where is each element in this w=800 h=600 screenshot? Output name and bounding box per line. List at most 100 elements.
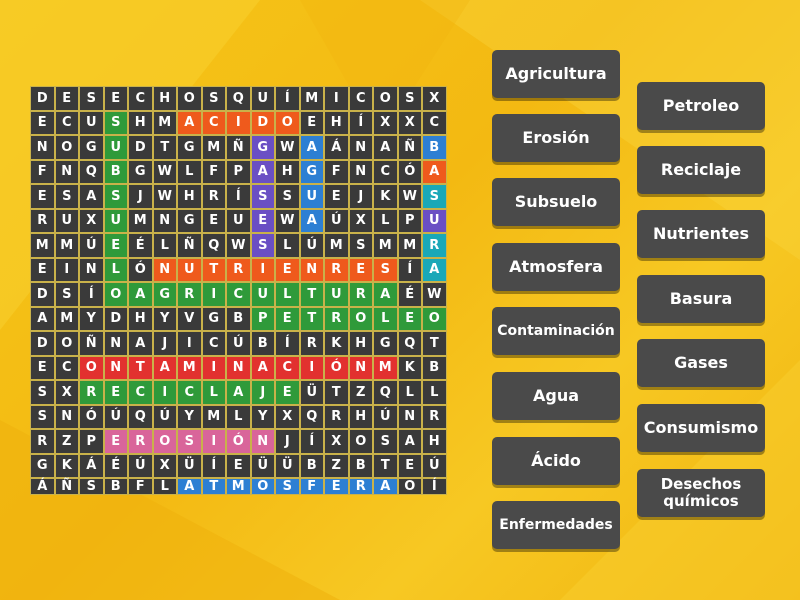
grid-cell[interactable]: O bbox=[422, 306, 447, 331]
grid-cell[interactable]: G bbox=[79, 135, 104, 160]
grid-cell[interactable]: B bbox=[250, 331, 275, 356]
grid-cell[interactable]: I bbox=[201, 429, 226, 454]
grid-cell[interactable]: E bbox=[103, 233, 128, 258]
grid-cell[interactable]: A bbox=[177, 110, 202, 135]
grid-cell[interactable]: C bbox=[201, 331, 226, 356]
grid-cell[interactable]: S bbox=[103, 110, 128, 135]
grid-cell[interactable]: I bbox=[324, 86, 349, 111]
grid-cell[interactable]: R bbox=[348, 478, 373, 495]
grid-cell[interactable]: Ñ bbox=[177, 233, 202, 258]
grid-cell[interactable]: E bbox=[30, 355, 55, 380]
grid-cell[interactable]: Y bbox=[79, 306, 104, 331]
grid-cell[interactable]: K bbox=[54, 453, 79, 478]
grid-cell[interactable]: Ó bbox=[324, 355, 349, 380]
grid-cell[interactable]: F bbox=[30, 159, 55, 184]
grid-cell[interactable]: R bbox=[299, 331, 324, 356]
grid-cell[interactable]: R bbox=[201, 184, 226, 209]
grid-cell[interactable]: C bbox=[128, 380, 153, 405]
grid-cell[interactable]: E bbox=[103, 86, 128, 111]
grid-cell[interactable]: F bbox=[324, 159, 349, 184]
grid-cell[interactable]: A bbox=[299, 208, 324, 233]
grid-cell[interactable]: Ú bbox=[79, 233, 104, 258]
grid-cell[interactable]: Q bbox=[299, 404, 324, 429]
grid-cell[interactable]: H bbox=[128, 306, 153, 331]
grid-cell[interactable]: R bbox=[177, 282, 202, 307]
grid-cell[interactable]: W bbox=[152, 184, 177, 209]
grid-cell[interactable]: Ü bbox=[299, 380, 324, 405]
grid-cell[interactable]: M bbox=[397, 233, 422, 258]
grid-cell[interactable]: I bbox=[54, 257, 79, 282]
grid-cell[interactable]: H bbox=[324, 110, 349, 135]
grid-cell[interactable]: S bbox=[397, 86, 422, 111]
word-contaminacion-button[interactable]: Contaminación bbox=[492, 307, 620, 355]
grid-cell[interactable]: T bbox=[373, 453, 398, 478]
grid-cell[interactable]: B bbox=[422, 355, 447, 380]
grid-cell[interactable]: H bbox=[177, 184, 202, 209]
grid-cell[interactable]: Z bbox=[324, 453, 349, 478]
grid-cell[interactable]: A bbox=[250, 159, 275, 184]
grid-cell[interactable]: T bbox=[201, 257, 226, 282]
grid-cell[interactable]: J bbox=[250, 380, 275, 405]
grid-cell[interactable]: Ó bbox=[128, 257, 153, 282]
grid-cell[interactable]: T bbox=[201, 478, 226, 495]
grid-cell[interactable]: S bbox=[201, 86, 226, 111]
grid-cell[interactable]: X bbox=[79, 208, 104, 233]
grid-cell[interactable]: Ü bbox=[177, 453, 202, 478]
grid-cell[interactable]: E bbox=[30, 184, 55, 209]
word-petroleo-button[interactable]: Petroleo bbox=[637, 82, 765, 130]
grid-cell[interactable]: T bbox=[299, 306, 324, 331]
grid-cell[interactable]: E bbox=[226, 453, 251, 478]
grid-cell[interactable]: N bbox=[54, 159, 79, 184]
grid-cell[interactable]: R bbox=[422, 233, 447, 258]
grid-cell[interactable]: E bbox=[275, 257, 300, 282]
grid-cell[interactable]: R bbox=[422, 404, 447, 429]
grid-cell[interactable]: G bbox=[128, 159, 153, 184]
grid-cell[interactable]: U bbox=[226, 208, 251, 233]
grid-cell[interactable]: Í bbox=[226, 184, 251, 209]
grid-cell[interactable]: A bbox=[128, 331, 153, 356]
word-acido-button[interactable]: Ácido bbox=[492, 437, 620, 485]
grid-cell[interactable]: S bbox=[30, 404, 55, 429]
grid-cell[interactable]: L bbox=[226, 404, 251, 429]
grid-cell[interactable]: E bbox=[54, 86, 79, 111]
grid-cell[interactable]: L bbox=[373, 306, 398, 331]
grid-cell[interactable]: T bbox=[422, 331, 447, 356]
grid-cell[interactable]: N bbox=[54, 404, 79, 429]
grid-cell[interactable]: S bbox=[177, 429, 202, 454]
grid-cell[interactable]: R bbox=[128, 429, 153, 454]
grid-cell[interactable]: J bbox=[152, 331, 177, 356]
grid-cell[interactable]: S bbox=[348, 233, 373, 258]
grid-cell[interactable]: N bbox=[79, 257, 104, 282]
grid-cell[interactable]: L bbox=[275, 282, 300, 307]
grid-cell[interactable]: L bbox=[152, 478, 177, 495]
grid-cell[interactable]: I bbox=[226, 110, 251, 135]
grid-cell[interactable]: E bbox=[397, 306, 422, 331]
grid-cell[interactable]: I bbox=[250, 257, 275, 282]
grid-cell[interactable]: B bbox=[299, 453, 324, 478]
grid-cell[interactable]: C bbox=[128, 86, 153, 111]
grid-cell[interactable]: S bbox=[79, 86, 104, 111]
grid-cell[interactable]: S bbox=[54, 184, 79, 209]
grid-cell[interactable]: N bbox=[152, 208, 177, 233]
grid-cell[interactable]: P bbox=[79, 429, 104, 454]
grid-cell[interactable]: Ñ bbox=[54, 478, 79, 495]
grid-cell[interactable]: O bbox=[250, 478, 275, 495]
grid-cell[interactable]: E bbox=[275, 380, 300, 405]
grid-cell[interactable]: Ó bbox=[226, 429, 251, 454]
grid-cell[interactable]: B bbox=[103, 159, 128, 184]
grid-cell[interactable]: Y bbox=[152, 306, 177, 331]
grid-cell[interactable]: E bbox=[348, 257, 373, 282]
grid-cell[interactable]: Ñ bbox=[226, 135, 251, 160]
grid-cell[interactable]: Y bbox=[177, 404, 202, 429]
word-nutrientes-button[interactable]: Nutrientes bbox=[637, 210, 765, 258]
grid-cell[interactable]: C bbox=[226, 282, 251, 307]
grid-cell[interactable]: N bbox=[250, 429, 275, 454]
grid-cell[interactable]: U bbox=[422, 208, 447, 233]
grid-cell[interactable]: E bbox=[103, 380, 128, 405]
grid-cell[interactable]: S bbox=[54, 282, 79, 307]
grid-cell[interactable]: W bbox=[226, 233, 251, 258]
grid-cell[interactable]: L bbox=[422, 380, 447, 405]
grid-cell[interactable]: M bbox=[201, 135, 226, 160]
grid-cell[interactable]: S bbox=[30, 380, 55, 405]
grid-cell[interactable]: A bbox=[250, 355, 275, 380]
